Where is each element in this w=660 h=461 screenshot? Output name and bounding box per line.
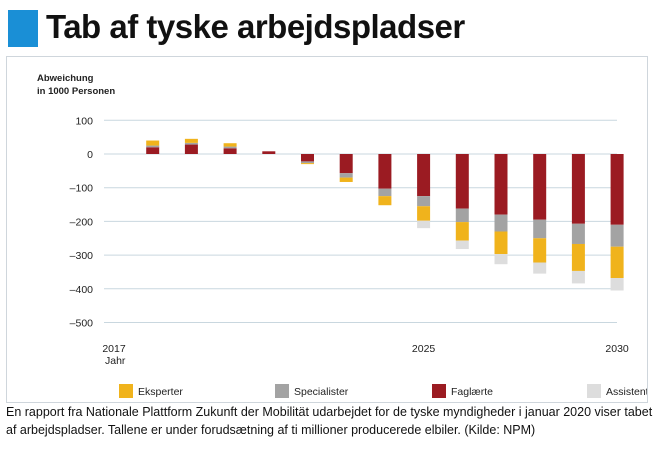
chart-panel: 100 0 –100 –200 –300 –400 –500 Abweichung in 100… [6, 56, 648, 403]
bar-segment-specialister [184, 142, 198, 145]
y-tick-label: 0 [87, 149, 93, 161]
bar-segment-faglærte [571, 154, 585, 224]
bar-segment-eksperter [417, 206, 431, 221]
x-tick-label: 2030 [605, 343, 629, 355]
y-axis-title-line1: Abweichung [37, 73, 94, 84]
legend-label: Assistenter [606, 386, 647, 398]
legend-label: Faglærte [451, 386, 493, 398]
bar-segment-specialister [610, 224, 624, 247]
bar-segment-eksperter [146, 140, 160, 146]
y-tick-label: –200 [70, 216, 94, 228]
bar-segment-specialister [378, 188, 392, 197]
bar-segment-specialister [301, 161, 314, 164]
bar-segment-assistenter [533, 262, 547, 274]
bar-segment-specialister [494, 214, 508, 232]
bar-segment-faglærte [455, 154, 469, 209]
x-tick-label: 2025 [412, 343, 436, 355]
y-tick-label: –400 [70, 284, 94, 296]
bar-segment-eksperter [223, 143, 237, 147]
y-tick-label: –100 [70, 183, 94, 195]
bar-segment-specialister [533, 219, 547, 239]
bar-segment-eksperter [455, 222, 469, 241]
legend-label: Eksperter [138, 386, 183, 398]
bar-segment-faglærte [262, 151, 276, 154]
bar-segment-eksperter [533, 238, 547, 263]
bar-segment-eksperter [184, 138, 198, 143]
bar-segment-faglærte [339, 154, 353, 174]
y-tick-label: 100 [75, 115, 93, 127]
bar-segment-faglærte [184, 144, 198, 154]
bar-segment-assistenter [455, 240, 469, 250]
x-axis-title: Jahr [105, 355, 126, 367]
bar-segment-eksperter [494, 231, 508, 255]
legend-swatch [587, 384, 601, 398]
legend-swatch [432, 384, 446, 398]
legend-swatch [275, 384, 289, 398]
bar-segment-specialister [339, 173, 353, 178]
legend-swatch [119, 384, 133, 398]
bar-segment-eksperter [571, 243, 585, 271]
bar-segment-eksperter [610, 246, 624, 279]
bar-segment-faglærte [417, 154, 431, 197]
bar-segment-specialister [223, 146, 237, 149]
bar-segment-eksperter [378, 196, 392, 206]
y-axis-title-line2: in 1000 Personen [37, 86, 115, 97]
stacked-bar-chart: 100 0 –100 –200 –300 –400 –500 Abweichung in 100… [37, 73, 647, 398]
bar-segment-faglærte [301, 154, 314, 162]
bar-segment-eksperter [339, 177, 353, 182]
header: Tab af tyske arbejdspladser [0, 0, 660, 56]
bar-segment-specialister [455, 208, 469, 223]
bar-segment-faglærte [533, 154, 547, 220]
bar-segment-eksperter [301, 163, 314, 165]
bar-segment-assistenter [610, 278, 624, 291]
bar-segment-faglærte [223, 148, 237, 154]
bar-segment-specialister [146, 145, 160, 148]
bar-segment-faglærte [610, 154, 624, 225]
bar-segment-specialister [417, 196, 431, 207]
bar-segment-faglærte [146, 147, 160, 154]
title-accent-block [8, 10, 38, 47]
legend-label: Specialister [294, 386, 349, 398]
bar-segment-assistenter [571, 270, 585, 284]
bar-segment-assistenter [417, 220, 431, 229]
bar-segment-specialister [571, 223, 585, 244]
bar-segment-faglærte [494, 154, 508, 215]
bar-segment-assistenter [494, 254, 508, 265]
y-tick-label: –300 [70, 250, 94, 262]
x-tick-label: 2017 [102, 343, 126, 355]
figure-caption: En rapport fra Nationale Plattform Zukun… [6, 405, 653, 437]
bar-segment-faglærte [378, 154, 392, 189]
y-tick-label: –500 [70, 318, 94, 330]
page-title: Tab af tyske arbejdspladser [46, 8, 465, 45]
